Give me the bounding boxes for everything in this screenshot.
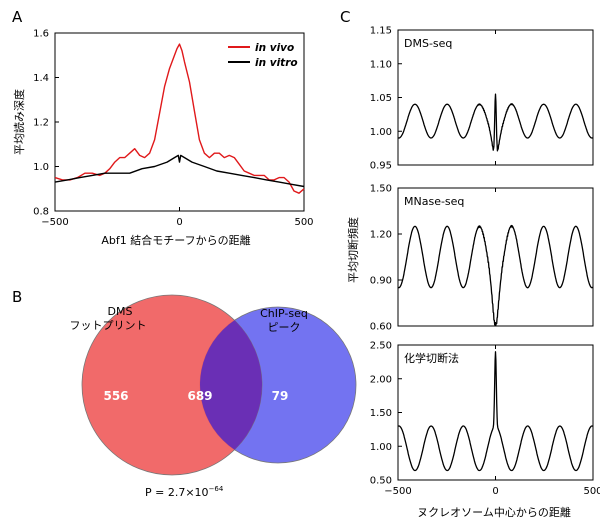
venn-dms-label-2: フットプリント (70, 319, 147, 332)
panel-a-legend-label: in vivo (255, 42, 294, 54)
panel-c-ytick-label: 1.50 (370, 184, 392, 195)
venn-chip-only-count: 79 (272, 389, 289, 403)
panel-a-series (54, 43, 305, 194)
panel-c-ytick-label: 1.15 (370, 26, 392, 37)
panel-c-series-line (397, 351, 594, 472)
panel-c-ytick-label: 0.50 (370, 476, 392, 487)
panel-a-xtick-label: 500 (294, 217, 313, 228)
panel-a-x-ticks: −500 0 500 (41, 207, 314, 228)
panel-c-series-line (397, 224, 594, 326)
panel-c-xlabel: ヌクレオソーム中心からの距離 (417, 505, 571, 519)
panel-c-xtick-label: 0 (492, 486, 498, 497)
venn-dms-only-count: 556 (103, 389, 128, 403)
panel-a-ytick-label: 1.4 (33, 73, 49, 84)
panel-c-ytick-label: 1.10 (370, 59, 392, 70)
panel-b-letter: B (12, 288, 22, 306)
panel-c-chart: DMS-seq 0.95 1.00 1.05 1.10 1.15 MNase-seq 0.6… (346, 26, 600, 520)
panel-a-ytick-label: 1.2 (33, 118, 49, 129)
panel-c-xtick-label: −500 (384, 486, 411, 497)
panel-c-subplot-dms: DMS-seq 0.95 1.00 1.05 1.10 1.15 (370, 26, 594, 172)
panel-c-ytick-label: 0.95 (370, 161, 392, 172)
venn-dms-label-1: DMS (108, 305, 133, 318)
panel-a-legend-label: in vitro (255, 57, 298, 69)
venn-chip-label-2: ピーク (268, 321, 301, 334)
venn-pvalue-exponent: −64 (209, 485, 224, 493)
panel-a-series-line-0 (54, 43, 305, 194)
panel-c-subplot-title: 化学切断法 (404, 351, 459, 365)
panel-a-ytick-label: 1.6 (33, 29, 49, 40)
venn-chip-label-1: ChIP-seq (260, 307, 308, 320)
panel-c-ytick-label: 1.50 (370, 408, 392, 419)
panel-c-subplot-title: DMS-seq (404, 37, 452, 50)
panel-c-ytick-label: 2.50 (370, 341, 392, 352)
panel-c-xtick-label: 500 (583, 486, 600, 497)
panel-c-frame (397, 187, 594, 327)
panel-c-letter: C (340, 8, 350, 26)
venn-overlap-region (200, 307, 262, 463)
panel-b-venn: DMS フットプリント ChIP-seq ピーク 556 689 79 P = … (70, 294, 357, 499)
panel-a-ytick-label: 0.8 (33, 207, 49, 218)
panel-a-ylabel: 平均読み深度 (12, 89, 26, 155)
venn-overlap-count: 689 (187, 389, 212, 403)
panel-a-y-ticks: 0.8 1.0 1.2 1.4 1.6 (33, 29, 59, 218)
panel-a-xtick-label: −500 (41, 217, 68, 228)
panel-c-ytick-label: 1.00 (370, 127, 392, 138)
panel-c-subplot-chemical: 化学切断法 0.50 1.00 1.50 2.00 2.50 −500 0 500 (370, 341, 600, 498)
panel-a-chart: 0.8 1.0 1.2 1.4 1.6 −500 0 500 in vivo in vitro… (12, 29, 314, 248)
panel-c-ytick-label: 2.00 (370, 374, 392, 385)
panel-c-ytick-label: 0.60 (370, 322, 392, 333)
panel-c-series-line (397, 93, 594, 152)
venn-pvalue: P = 2.7×10−64 (145, 485, 224, 499)
panel-a-series-line-1 (54, 154, 305, 188)
panel-c-subplot-mnase: MNase-seq 0.60 0.90 1.20 1.50 (370, 184, 594, 333)
panel-a-ytick-label: 1.0 (33, 162, 49, 173)
panel-c-ytick-label: 1.05 (370, 93, 392, 104)
panel-a-legend: in vivo in vitro (228, 42, 298, 69)
panel-a-xtick-label: 0 (176, 217, 182, 228)
panel-a-xlabel: Abf1 結合モチーフからの距離 (101, 233, 250, 247)
panel-c-ytick-label: 1.00 (370, 442, 392, 453)
panel-c-ylabel: 平均切断頻度 (346, 217, 360, 283)
venn-pvalue-base: P = 2.7×10 (145, 486, 209, 499)
panel-c-subplot-title: MNase-seq (404, 195, 464, 208)
panel-c-ytick-label: 0.90 (370, 276, 392, 287)
panel-a-letter: A (12, 8, 23, 26)
panel-c-ytick-label: 1.20 (370, 230, 392, 241)
